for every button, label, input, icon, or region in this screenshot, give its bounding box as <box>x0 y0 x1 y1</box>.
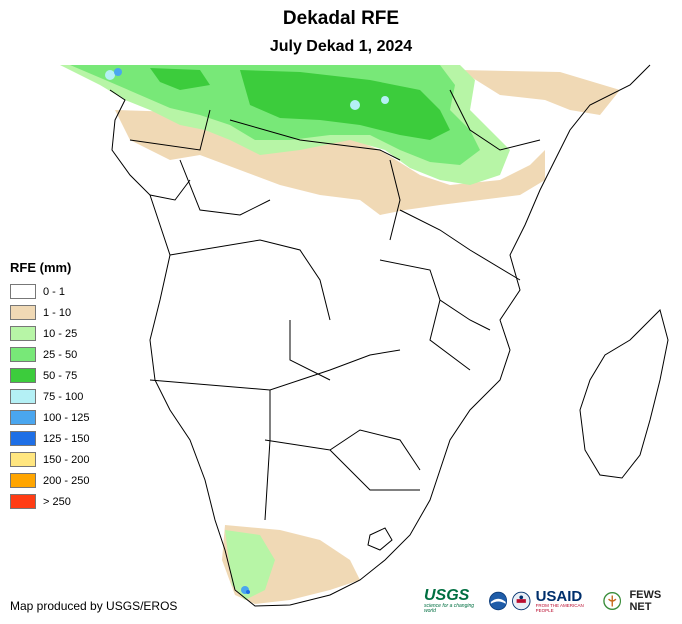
legend-label: 1 - 10 <box>43 306 72 319</box>
legend-item: 1 - 10 <box>10 302 89 323</box>
rain-zone-50-75 <box>240 70 450 140</box>
legend-label: 25 - 50 <box>43 348 78 361</box>
legend-title: RFE (mm) <box>10 260 72 275</box>
legend-label: 50 - 75 <box>43 369 78 382</box>
rain-zone-10-25-cape <box>225 530 275 600</box>
map-credit: Map produced by USGS/EROS <box>10 599 178 613</box>
legend-swatch <box>10 284 36 299</box>
legend-label: 0 - 1 <box>43 285 66 298</box>
legend-swatch <box>10 494 36 509</box>
usaid-seal-icon <box>512 591 531 611</box>
legend-swatch <box>10 305 36 320</box>
usaid-wordmark: USAID <box>535 588 583 605</box>
legend-item: 125 - 150 <box>10 428 89 449</box>
legend-item: 150 - 200 <box>10 449 89 470</box>
legend-swatch <box>10 368 36 383</box>
usgs-tagline: science for a changing world <box>424 603 475 614</box>
legend-item: 200 - 250 <box>10 470 89 491</box>
rain-spot-100-125 <box>114 68 122 76</box>
country-borders <box>109 64 669 607</box>
legend-label: 10 - 25 <box>43 327 78 340</box>
legend-swatch <box>10 389 36 404</box>
rain-zone-50-75-west <box>150 68 210 90</box>
legend-label: 200 - 250 <box>43 474 90 487</box>
fews-net-wordmark: FEWS NET <box>629 589 662 613</box>
legend-swatch <box>10 326 36 341</box>
rainfall-shading <box>60 65 620 604</box>
usgs-logo: USGS science for a changing world <box>424 588 483 614</box>
legend-item: > 250 <box>10 491 89 512</box>
rain-spot-125-150 <box>246 590 250 594</box>
rain-spot-75-100 <box>105 70 115 80</box>
fews-net-logo-icon <box>603 591 622 611</box>
legend-item: 50 - 75 <box>10 365 89 386</box>
legend-item: 10 - 25 <box>10 323 89 344</box>
legend-label: 100 - 125 <box>43 411 90 424</box>
legend-item: 25 - 50 <box>10 344 89 365</box>
map-title: Dekadal RFE <box>282 8 400 29</box>
logo-bar: USGS science for a changing world USAID … <box>424 588 682 614</box>
legend: RFE (mm) 0 - 1 1 - 10 10 - 25 25 - 50 50… <box>10 260 89 512</box>
rain-zone-1-10-horn <box>460 70 620 115</box>
usgs-wordmark: USGS <box>424 587 470 604</box>
legend-label: 75 - 100 <box>43 390 84 403</box>
legend-item: 75 - 100 <box>10 386 89 407</box>
legend-label: 125 - 150 <box>43 432 90 445</box>
legend-swatch <box>10 473 36 488</box>
rain-spot-75-100 <box>350 100 360 110</box>
legend-label: > 250 <box>43 495 71 508</box>
map-subtitle: July Dekad 1, 2024 <box>269 38 413 55</box>
usaid-tagline: FROM THE AMERICAN PEOPLE <box>535 603 584 613</box>
noaa-logo-icon <box>488 591 508 611</box>
legend-swatch <box>10 347 36 362</box>
usaid-logo: USAID FROM THE AMERICAN PEOPLE <box>536 589 598 613</box>
rain-spot-75-100 <box>381 96 389 104</box>
legend-swatch <box>10 452 36 467</box>
legend-swatch <box>10 431 36 446</box>
legend-swatch <box>10 410 36 425</box>
legend-item: 0 - 1 <box>10 281 89 302</box>
legend-label: 150 - 200 <box>43 453 90 466</box>
legend-item: 100 - 125 <box>10 407 89 428</box>
